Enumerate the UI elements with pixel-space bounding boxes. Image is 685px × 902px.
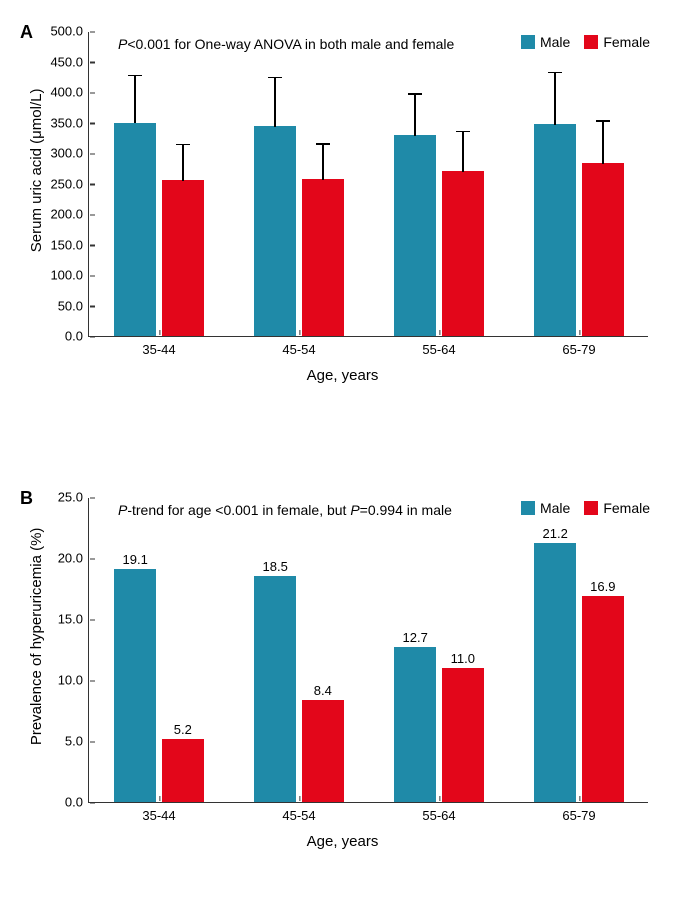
errorcap	[596, 120, 610, 122]
datalabel: 16.9	[590, 579, 615, 594]
xtick: 65-79	[562, 336, 595, 357]
panelB-plot-area: 0.05.010.015.020.025.035-4419.15.245-541…	[88, 498, 648, 803]
bar-male	[394, 647, 436, 802]
errorcap	[128, 75, 142, 77]
bar-female	[582, 163, 624, 336]
ytick: 15.0	[58, 612, 89, 627]
ytick: 450.0	[50, 54, 89, 69]
datalabel: 21.2	[543, 526, 568, 541]
ytick: 0.0	[65, 329, 89, 344]
ytick: 500.0	[50, 24, 89, 39]
errorcap	[548, 72, 562, 74]
ytick: 200.0	[50, 207, 89, 222]
ytick: 25.0	[58, 490, 89, 505]
errorbar	[462, 131, 464, 172]
bar-male	[254, 126, 296, 336]
errorcap	[268, 77, 282, 79]
errorbar	[602, 120, 604, 164]
bar-male	[394, 135, 436, 336]
panelB-panel: BP-trend for age <0.001 in female, but P…	[0, 474, 685, 899]
datalabel: 5.2	[174, 722, 192, 737]
datalabel: 11.0	[451, 651, 475, 666]
errorcap	[456, 131, 470, 133]
bar-male	[114, 123, 156, 337]
errorbar	[134, 75, 136, 124]
bar-female	[442, 668, 484, 802]
ytick: 300.0	[50, 146, 89, 161]
ytick: 10.0	[58, 673, 89, 688]
bar-male	[254, 576, 296, 802]
ytick: 5.0	[65, 734, 89, 749]
errorbar	[182, 144, 184, 182]
xtick: 35-44	[142, 802, 175, 823]
bar-male	[534, 124, 576, 336]
errorbar	[322, 143, 324, 180]
errorbar	[414, 93, 416, 136]
bar-male	[534, 543, 576, 802]
ytick: 0.0	[65, 795, 89, 810]
bar-female	[442, 171, 484, 336]
panelA-plot-area: 0.050.0100.0150.0200.0250.0300.0350.0400…	[88, 32, 648, 337]
ytick: 20.0	[58, 551, 89, 566]
xtick: 55-64	[422, 336, 455, 357]
ytick: 250.0	[50, 176, 89, 191]
datalabel: 12.7	[403, 630, 428, 645]
bar-female	[302, 179, 344, 336]
panelA-ylabel: Serum uric acid (μmol/L)	[28, 41, 45, 300]
xtick: 65-79	[562, 802, 595, 823]
datalabel: 18.5	[263, 559, 288, 574]
bar-female	[582, 596, 624, 802]
bar-female	[162, 739, 204, 802]
errorbar	[554, 72, 556, 125]
panelA-xlabel: Age, years	[307, 367, 379, 384]
xtick: 45-54	[282, 802, 315, 823]
datalabel: 19.1	[123, 552, 148, 567]
ytick: 50.0	[58, 298, 89, 313]
ytick: 150.0	[50, 237, 89, 252]
xtick: 55-64	[422, 802, 455, 823]
ytick: 400.0	[50, 85, 89, 100]
errorbar	[274, 77, 276, 127]
errorcap	[176, 144, 190, 146]
panelA-panel: AP<0.001 for One-way ANOVA in both male …	[0, 8, 685, 433]
errorcap	[408, 93, 422, 95]
bar-male	[114, 569, 156, 802]
ytick: 100.0	[50, 268, 89, 283]
panelB-xlabel: Age, years	[307, 833, 379, 850]
xtick: 45-54	[282, 336, 315, 357]
bar-female	[162, 180, 204, 336]
ytick: 350.0	[50, 115, 89, 130]
errorcap	[316, 143, 330, 145]
xtick: 35-44	[142, 336, 175, 357]
datalabel: 8.4	[314, 683, 332, 698]
panelB-ylabel: Prevalence of hyperuricemia (%)	[28, 507, 45, 766]
bar-female	[302, 700, 344, 802]
